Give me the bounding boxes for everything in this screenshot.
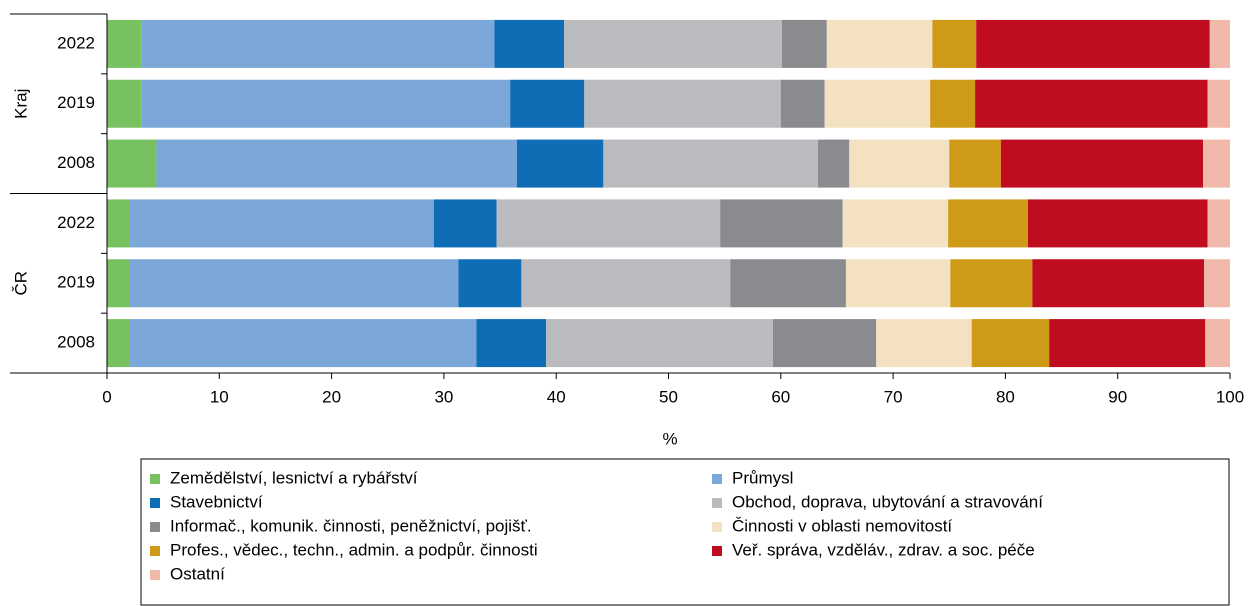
bar-segment: [584, 79, 781, 128]
x-tick-label: 80: [996, 387, 1015, 406]
bar-segment: [1000, 139, 1204, 188]
x-tick-label: 10: [210, 387, 229, 406]
bar-segment: [107, 139, 157, 188]
x-tick-label: 100: [1216, 387, 1244, 406]
bar-segment: [976, 19, 1210, 68]
bar-segment: [476, 319, 547, 368]
bar-segment: [603, 139, 818, 188]
legend-swatch: [150, 570, 160, 580]
bar-segment: [824, 79, 931, 128]
legend-swatch: [150, 498, 160, 508]
bar-segment: [141, 19, 495, 68]
bar-segment: [876, 319, 972, 368]
bar-segment: [107, 259, 130, 308]
bar-segment: [950, 259, 1033, 308]
legend-label: Profes., vědec., techn., admin. a podpůr…: [170, 540, 538, 559]
bar-segment: [141, 79, 511, 128]
bar-segment: [845, 259, 951, 308]
legend-label: Obchod, doprava, ubytování a stravování: [732, 492, 1043, 511]
legend-box: [140, 458, 1230, 606]
x-tick-label: 40: [547, 387, 566, 406]
legend-swatch: [150, 522, 160, 532]
bar-segment: [129, 259, 459, 308]
y-tick-label: 2008: [57, 333, 95, 352]
legend-label: Ostatní: [170, 564, 225, 583]
bar-segment: [849, 139, 950, 188]
y-tick-label: 2019: [57, 273, 95, 292]
legend-swatch: [712, 498, 722, 508]
bar-segment: [826, 19, 933, 68]
x-tick-label: 30: [434, 387, 453, 406]
x-tick-label: 90: [1108, 387, 1127, 406]
legend-swatch: [150, 474, 160, 484]
bar-segment: [1209, 19, 1230, 68]
bar-segment: [730, 259, 846, 308]
bar-segment: [433, 199, 497, 248]
x-tick-label: 70: [884, 387, 903, 406]
bar-segment: [1207, 79, 1230, 128]
bar-segment: [1049, 319, 1206, 368]
legend-swatch: [712, 474, 722, 484]
bar-segment: [772, 319, 877, 368]
legend-label: Průmysl: [732, 468, 793, 487]
bar-segment: [1027, 199, 1208, 248]
group-label: ČR: [11, 271, 30, 296]
bar-segment: [546, 319, 773, 368]
legend-swatch: [712, 546, 722, 556]
bar-segment: [156, 139, 517, 188]
bar-segment: [932, 19, 977, 68]
bar-segment: [842, 199, 949, 248]
bar-segment: [949, 139, 1001, 188]
x-tick-label: 60: [771, 387, 790, 406]
x-tick-label: 0: [102, 387, 111, 406]
bar-segment: [817, 139, 850, 188]
legend-label: Informač., komunik. činnosti, peněžnictv…: [170, 516, 532, 535]
y-tick-label: 2022: [57, 213, 95, 232]
legend-label: Veř. správa, vzděláv., zdrav. a soc. péč…: [732, 540, 1035, 559]
bar-segment: [129, 319, 477, 368]
bar-segment: [720, 199, 843, 248]
bar-segment: [496, 199, 721, 248]
x-tick-label: 20: [322, 387, 341, 406]
bar-segment: [930, 79, 976, 128]
y-tick-label: 2022: [57, 33, 95, 52]
y-tick-label: 2008: [57, 153, 95, 172]
bar-segment: [107, 319, 130, 368]
bar-segment: [458, 259, 522, 308]
bar-segment: [1207, 199, 1230, 248]
x-tick-label: 50: [659, 387, 678, 406]
bar-segment: [510, 79, 585, 128]
bar-segment: [781, 19, 827, 68]
bar-segment: [975, 79, 1208, 128]
y-tick-label: 2019: [57, 93, 95, 112]
bar-segment: [107, 199, 130, 248]
legend-label: Činnosti v oblasti nemovitostí: [732, 516, 952, 535]
bar-segment: [1032, 259, 1205, 308]
legend-swatch: [150, 546, 160, 556]
bar-segment: [129, 199, 434, 248]
bar-segment: [564, 19, 782, 68]
x-axis-label: %: [662, 429, 677, 448]
bar-segment: [948, 199, 1028, 248]
bar-segment: [521, 259, 731, 308]
bar-segment: [1203, 139, 1230, 188]
bar-segment: [516, 139, 604, 188]
bar-segment: [780, 79, 825, 128]
legend-label: Stavebnictví: [170, 492, 263, 511]
bar-segment: [1204, 259, 1230, 308]
bar-segment: [971, 319, 1050, 368]
legend-label: Zemědělství, lesnictví a rybářství: [170, 468, 418, 487]
bar-segment: [494, 19, 565, 68]
bar-segment: [107, 19, 142, 68]
bar-segment: [107, 79, 142, 128]
group-label: Kraj: [11, 89, 30, 119]
bar-segment: [1205, 319, 1230, 368]
legend-swatch: [712, 522, 722, 532]
